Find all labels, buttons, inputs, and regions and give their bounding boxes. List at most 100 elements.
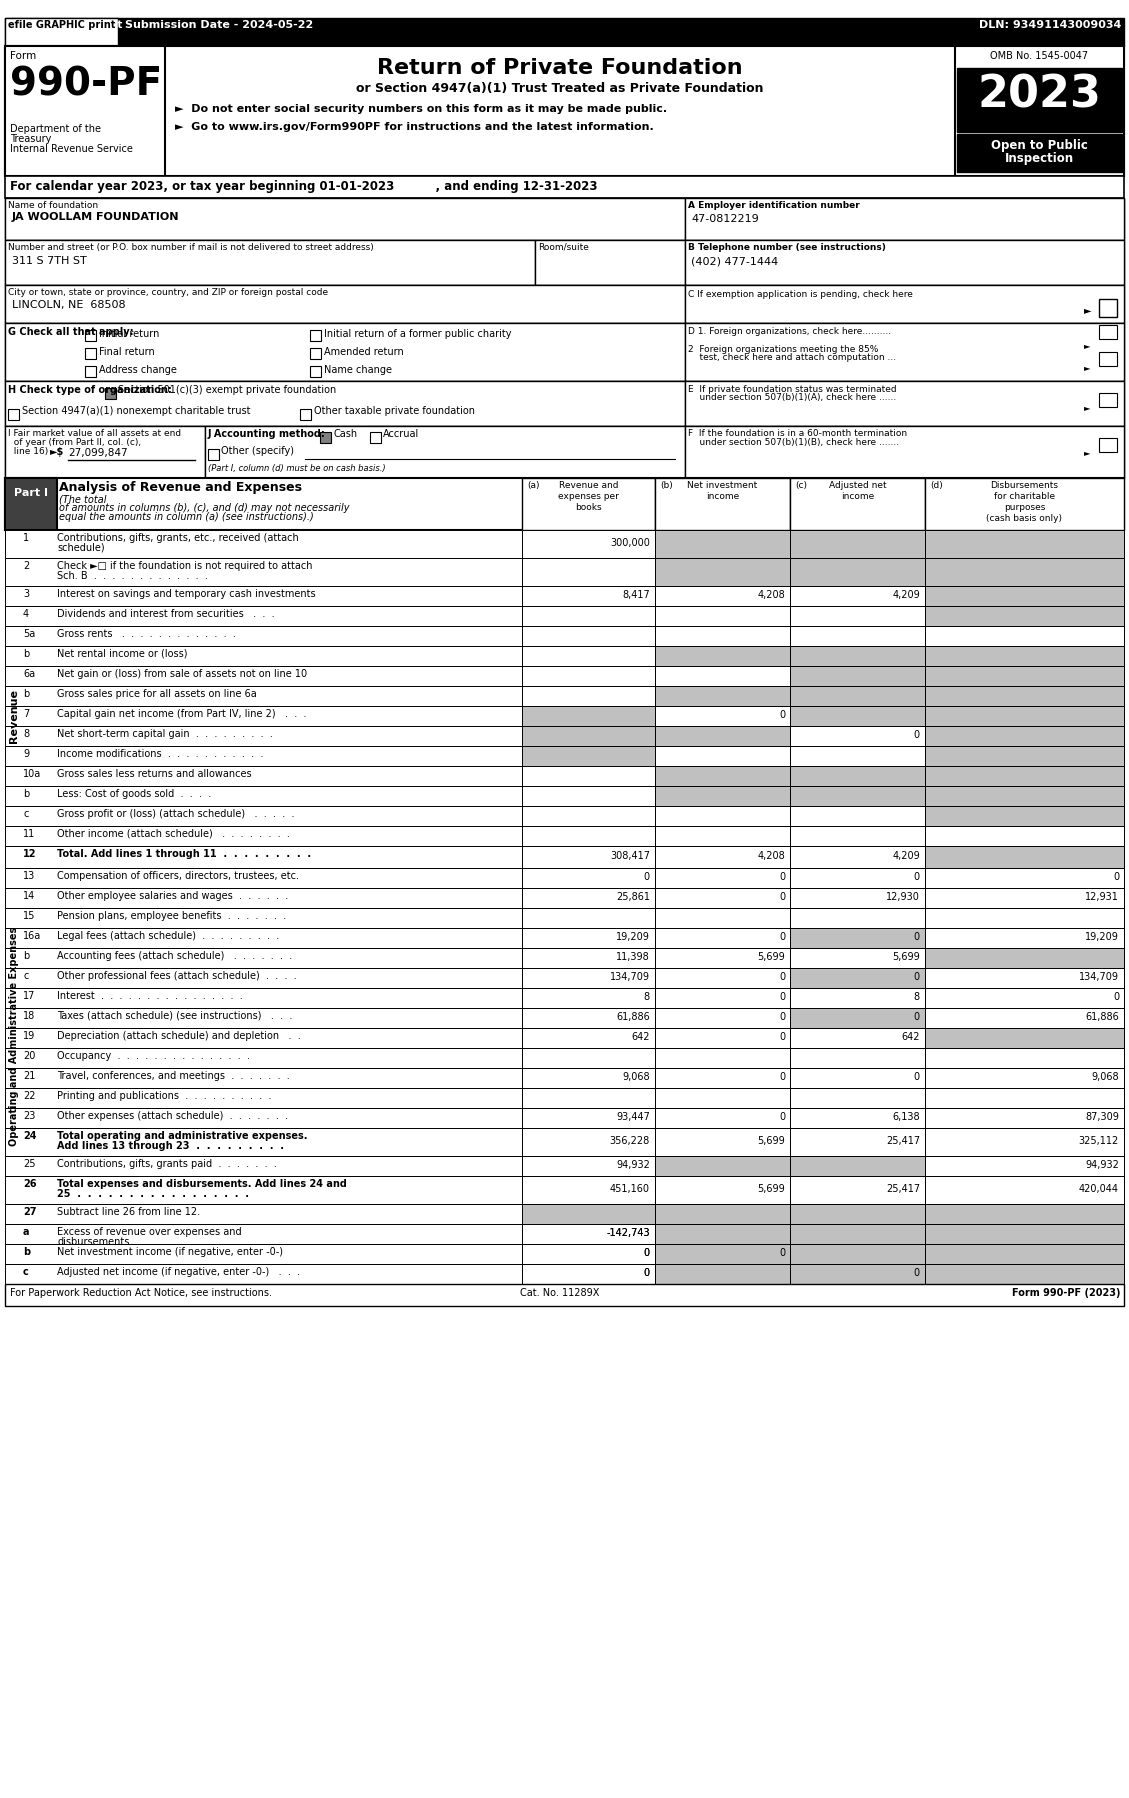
Bar (655, 530, 790, 557)
Bar (5, 888, 1124, 908)
Bar (522, 557, 655, 586)
Bar (522, 1156, 655, 1176)
Bar (685, 381, 1124, 426)
Bar (522, 1244, 655, 1264)
Bar (522, 825, 655, 847)
Text: 0: 0 (779, 973, 785, 982)
Text: Address change: Address change (99, 365, 177, 376)
Text: Other expenses (attach schedule)  .  .  .  .  .  .  .: Other expenses (attach schedule) . . . .… (56, 1111, 288, 1120)
Bar (925, 806, 1124, 825)
Bar (790, 557, 925, 586)
Bar (5, 665, 1124, 687)
Bar (5, 426, 1124, 478)
Bar (5, 1088, 1124, 1108)
Text: 26: 26 (23, 1179, 36, 1188)
Bar (790, 746, 925, 766)
Bar (655, 1176, 790, 1205)
Bar (925, 645, 1124, 665)
Bar (522, 746, 655, 766)
Text: 0: 0 (913, 931, 920, 942)
Bar (925, 726, 1124, 746)
Text: b: b (23, 789, 29, 798)
Text: Net investment: Net investment (688, 482, 758, 491)
Bar (790, 1244, 925, 1264)
Bar (5, 198, 1124, 239)
Bar (925, 868, 1124, 888)
Text: 134,709: 134,709 (1079, 973, 1119, 982)
Text: 325,112: 325,112 (1078, 1136, 1119, 1145)
Text: Other income (attach schedule)   .  .  .  .  .  .  .  .: Other income (attach schedule) . . . . .… (56, 829, 290, 840)
Text: Cash: Cash (333, 430, 357, 439)
Text: Total expenses and disbursements. Add lines 24 and: Total expenses and disbursements. Add li… (56, 1179, 347, 1188)
Text: Interest on savings and temporary cash investments: Interest on savings and temporary cash i… (56, 590, 316, 599)
Bar (522, 806, 655, 825)
Bar (925, 847, 1124, 868)
Bar (790, 1205, 925, 1224)
Bar (790, 928, 925, 948)
Text: Room/suite: Room/suite (539, 243, 589, 252)
Text: Dividends and interest from securities   .  .  .: Dividends and interest from securities .… (56, 610, 274, 619)
Text: Net investment income (if negative, enter -0-): Net investment income (if negative, ente… (56, 1248, 283, 1257)
Text: b: b (23, 951, 29, 960)
Text: 87,309: 87,309 (1085, 1111, 1119, 1122)
Bar (5, 948, 1124, 967)
Text: 642: 642 (901, 1032, 920, 1043)
Text: Excess of revenue over expenses and: Excess of revenue over expenses and (56, 1226, 242, 1237)
Bar (522, 1088, 655, 1108)
Bar (105, 388, 116, 399)
Bar (85, 349, 96, 360)
Bar (925, 1264, 1124, 1284)
Text: Capital gain net income (from Part IV, line 2)   .  .  .: Capital gain net income (from Part IV, l… (56, 708, 306, 719)
Text: Name of foundation: Name of foundation (8, 201, 98, 210)
Bar (522, 928, 655, 948)
Text: 8,417: 8,417 (622, 590, 650, 601)
Bar (925, 825, 1124, 847)
Bar (655, 766, 790, 786)
Text: 0: 0 (779, 1032, 785, 1043)
Text: 0: 0 (779, 1248, 785, 1259)
Text: 14: 14 (23, 892, 35, 901)
Text: 308,417: 308,417 (610, 850, 650, 861)
Bar (5, 726, 1124, 746)
Bar (655, 626, 790, 645)
Bar (310, 367, 321, 378)
Text: 0: 0 (644, 1268, 650, 1278)
Text: 6a: 6a (23, 669, 35, 680)
Bar (5, 1009, 1124, 1028)
Text: Treasury: Treasury (10, 135, 52, 144)
Text: equal the amounts in column (a) (see instructions).): equal the amounts in column (a) (see ins… (59, 512, 314, 521)
Text: Interest  .  .  .  .  .  .  .  .  .  .  .  .  .  .  .  .: Interest . . . . . . . . . . . . . . . . (56, 991, 243, 1001)
Text: Other taxable private foundation: Other taxable private foundation (314, 406, 475, 415)
Bar (790, 1028, 925, 1048)
Bar (5, 1048, 1124, 1068)
Bar (790, 1127, 925, 1156)
Text: Pension plans, employee benefits  .  .  .  .  .  .  .: Pension plans, employee benefits . . . .… (56, 912, 287, 921)
Bar (790, 847, 925, 868)
Text: Printing and publications  .  .  .  .  .  .  .  .  .  .: Printing and publications . . . . . . . … (56, 1091, 271, 1100)
Bar (685, 426, 1124, 478)
Text: or Section 4947(a)(1) Trust Treated as Private Foundation: or Section 4947(a)(1) Trust Treated as P… (357, 83, 763, 95)
Text: Form 990-PF (2023): Form 990-PF (2023) (1012, 1287, 1120, 1298)
Text: 25,417: 25,417 (886, 1185, 920, 1194)
Bar (5, 868, 1124, 888)
Bar (925, 626, 1124, 645)
Bar (790, 908, 925, 928)
Bar (925, 1156, 1124, 1176)
Bar (208, 450, 219, 460)
Text: Accounting fees (attach schedule)   .  .  .  .  .  .  .: Accounting fees (attach schedule) . . . … (56, 951, 292, 960)
Bar (790, 825, 925, 847)
Text: Subtract line 26 from line 12.: Subtract line 26 from line 12. (56, 1206, 200, 1217)
Text: 13: 13 (23, 870, 35, 881)
Bar (790, 786, 925, 806)
Bar (522, 1009, 655, 1028)
Bar (85, 367, 96, 378)
Bar (655, 967, 790, 987)
Bar (522, 868, 655, 888)
Bar (655, 726, 790, 746)
Text: 0: 0 (913, 1012, 920, 1021)
Text: 5,699: 5,699 (892, 951, 920, 962)
Bar (522, 786, 655, 806)
Text: 12,931: 12,931 (1085, 892, 1119, 903)
Text: ►  Do not enter social security numbers on this form as it may be made public.: ► Do not enter social security numbers o… (175, 104, 667, 113)
Text: Gross sales price for all assets on line 6a: Gross sales price for all assets on line… (56, 689, 256, 699)
